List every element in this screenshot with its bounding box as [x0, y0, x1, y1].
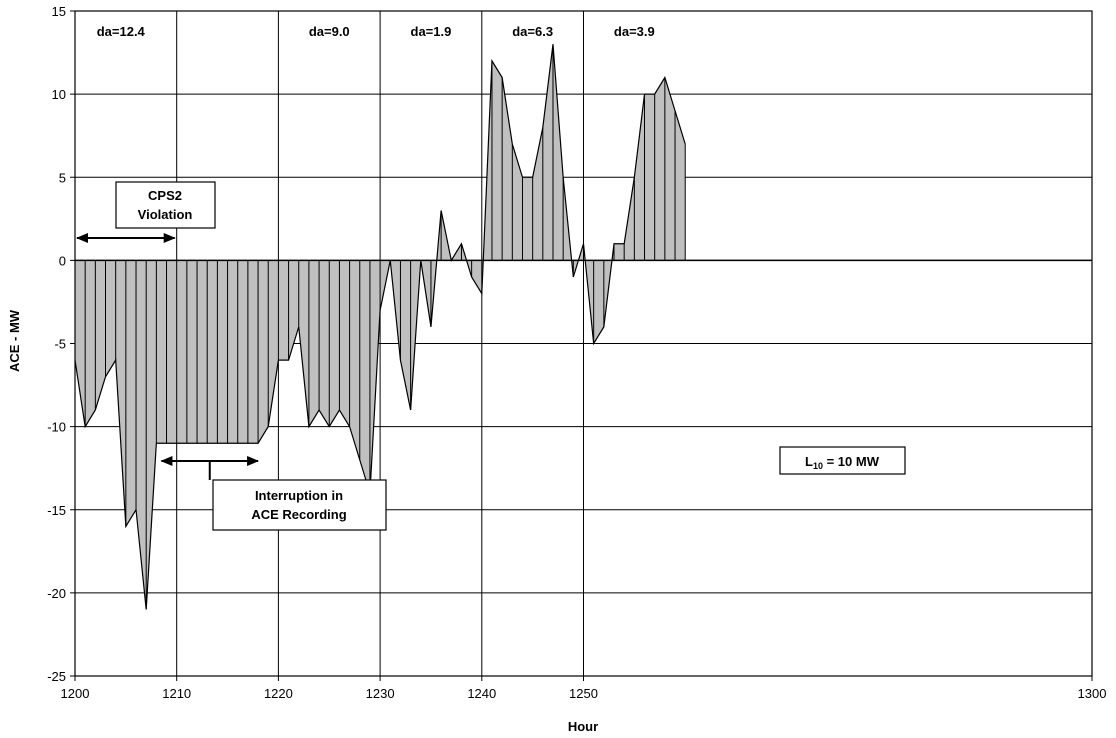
cps2-violation-annotation: CPS2 Violation: [76, 181, 216, 243]
period-labels: da=12.4 da=9.0 da=1.9 da=6.3 da=3.9: [97, 24, 655, 39]
interruption-line1: Interruption in: [255, 488, 343, 503]
x-axis-title: Hour: [568, 719, 598, 734]
y-tick-label: -15: [47, 503, 66, 518]
y-tick-label: 10: [52, 87, 66, 102]
interruption-box: [212, 479, 387, 531]
x-tick-label: 1210: [162, 686, 191, 701]
l10-subscript: 10: [813, 461, 823, 471]
cps2-violation-line1: CPS2: [148, 188, 182, 203]
period-label: da=1.9: [411, 24, 452, 39]
x-tick-label: 1200: [61, 686, 90, 701]
y-tick-label: -25: [47, 669, 66, 684]
y-tick-label: -10: [47, 420, 66, 435]
l10-annotation: L10 = 10 MW: [779, 446, 906, 475]
y-tick-label: 0: [59, 253, 66, 268]
x-tick-label: 1300: [1078, 686, 1107, 701]
y-tick-label: 5: [59, 170, 66, 185]
x-tick-label: 1230: [366, 686, 395, 701]
period-label: da=3.9: [614, 24, 655, 39]
x-tick-labels: 1200 1210 1220 1230 1240 1250 1300: [61, 676, 1107, 701]
l10-rest: = 10 MW: [823, 454, 880, 469]
ace-line: [74, 44, 686, 610]
l10-box: [779, 446, 906, 475]
period-label: da=9.0: [309, 24, 350, 39]
y-axis-title: ACE - MW: [7, 309, 22, 372]
y-tick-label: -20: [47, 586, 66, 601]
cps2-violation-box: [115, 181, 216, 229]
y-tick-label: -5: [54, 337, 66, 352]
y-tick-labels: -25 -20 -15 -10 -5 0 5 10 15: [47, 4, 75, 684]
period-label: da=12.4: [97, 24, 146, 39]
x-tick-label: 1250: [569, 686, 598, 701]
l10-main: L: [805, 454, 813, 469]
x-tick-label: 1240: [467, 686, 496, 701]
l10-label: L10 = 10 MW: [805, 454, 880, 471]
period-label: da=6.3: [512, 24, 553, 39]
interruption-line2: ACE Recording: [251, 507, 346, 522]
y-tick-label: 15: [52, 4, 66, 19]
x-tick-label: 1220: [264, 686, 293, 701]
ace-drop-lines: [74, 44, 1092, 610]
interruption-annotation: Interruption in ACE Recording: [160, 456, 387, 531]
cps2-violation-line2: Violation: [138, 207, 193, 222]
